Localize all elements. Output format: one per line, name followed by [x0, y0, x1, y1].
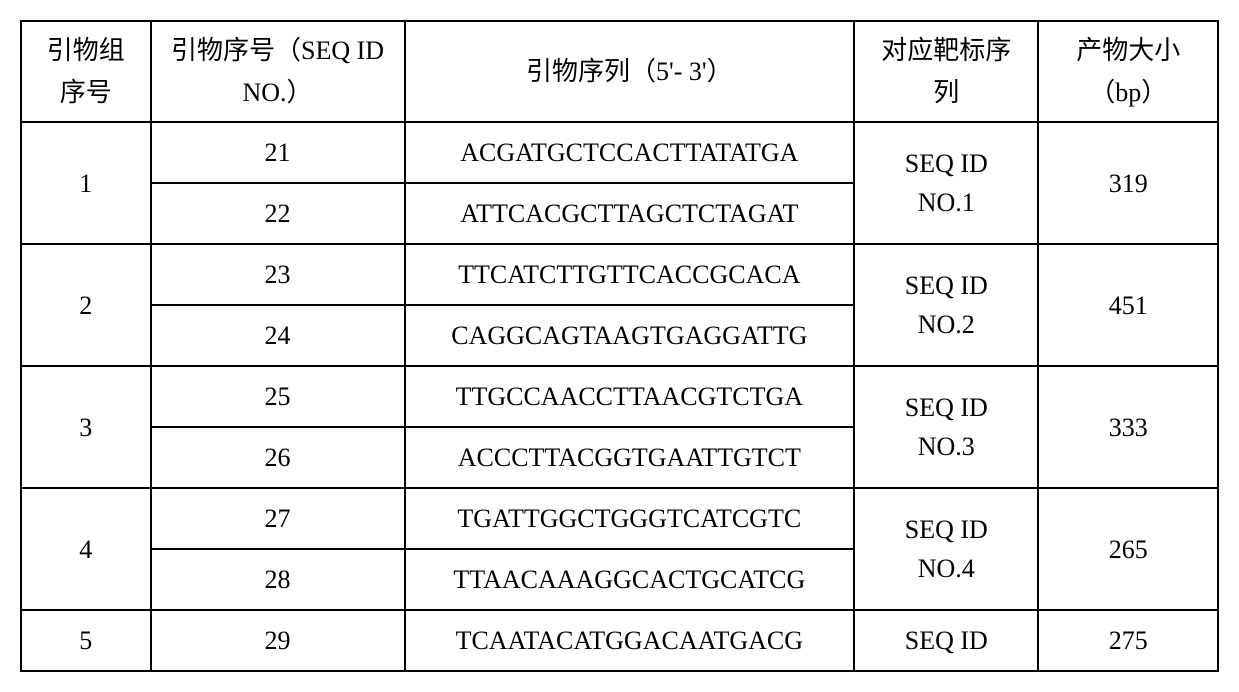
cell-primer-id: 21 — [151, 122, 405, 183]
table-row: 4 27 TGATTGGCTGGGTCATCGTC SEQ ID NO.4 26… — [21, 488, 1218, 549]
cell-sequence: TTCATCTTGTTCACCGCACA — [405, 244, 855, 305]
cell-sequence: CAGGCAGTAAGTGAGGATTG — [405, 305, 855, 366]
cell-group-no: 1 — [21, 122, 151, 244]
table-row: 1 21 ACGATGCTCCACTTATATGA SEQ ID NO.1 31… — [21, 122, 1218, 183]
cell-sequence: ACGATGCTCCACTTATATGA — [405, 122, 855, 183]
header-sequence: 引物序列（5'- 3'） — [405, 21, 855, 122]
cell-primer-id: 25 — [151, 366, 405, 427]
cell-primer-id: 26 — [151, 427, 405, 488]
cell-product: 451 — [1038, 244, 1218, 366]
header-target: 对应靶标序 列 — [854, 21, 1038, 122]
cell-target: SEQ ID NO.2 — [854, 244, 1038, 366]
table-header-row: 引物组 序号 引物序号（SEQ ID NO.） 引物序列（5'- 3'） 对应靶… — [21, 21, 1218, 122]
cell-target: SEQ ID — [854, 610, 1038, 671]
cell-target: SEQ ID NO.1 — [854, 122, 1038, 244]
cell-product: 275 — [1038, 610, 1218, 671]
cell-sequence: TTGCCAACCTTAACGTCTGA — [405, 366, 855, 427]
cell-sequence: TGATTGGCTGGGTCATCGTC — [405, 488, 855, 549]
cell-sequence: TTAACAAAGGCACTGCATCG — [405, 549, 855, 610]
cell-group-no: 2 — [21, 244, 151, 366]
cell-primer-id: 23 — [151, 244, 405, 305]
cell-primer-id: 22 — [151, 183, 405, 244]
cell-primer-id: 27 — [151, 488, 405, 549]
cell-product: 319 — [1038, 122, 1218, 244]
cell-group-no: 3 — [21, 366, 151, 488]
header-group-no: 引物组 序号 — [21, 21, 151, 122]
cell-target: SEQ ID NO.3 — [854, 366, 1038, 488]
cell-primer-id: 28 — [151, 549, 405, 610]
cell-target: SEQ ID NO.4 — [854, 488, 1038, 610]
cell-group-no: 5 — [21, 610, 151, 671]
cell-group-no: 4 — [21, 488, 151, 610]
table-row: 5 29 TCAATACATGGACAATGACG SEQ ID 275 — [21, 610, 1218, 671]
table-row: 2 23 TTCATCTTGTTCACCGCACA SEQ ID NO.2 45… — [21, 244, 1218, 305]
cell-primer-id: 29 — [151, 610, 405, 671]
cell-sequence: ATTCACGCTTAGCTCTAGAT — [405, 183, 855, 244]
cell-primer-id: 24 — [151, 305, 405, 366]
header-primer-id: 引物序号（SEQ ID NO.） — [151, 21, 405, 122]
cell-sequence: ACCCTTACGGTGAATTGTCT — [405, 427, 855, 488]
table-row: 3 25 TTGCCAACCTTAACGTCTGA SEQ ID NO.3 33… — [21, 366, 1218, 427]
cell-sequence: TCAATACATGGACAATGACG — [405, 610, 855, 671]
header-product: 产物大小 （bp） — [1038, 21, 1218, 122]
cell-product: 265 — [1038, 488, 1218, 610]
cell-product: 333 — [1038, 366, 1218, 488]
primer-table: 引物组 序号 引物序号（SEQ ID NO.） 引物序列（5'- 3'） 对应靶… — [20, 20, 1219, 672]
